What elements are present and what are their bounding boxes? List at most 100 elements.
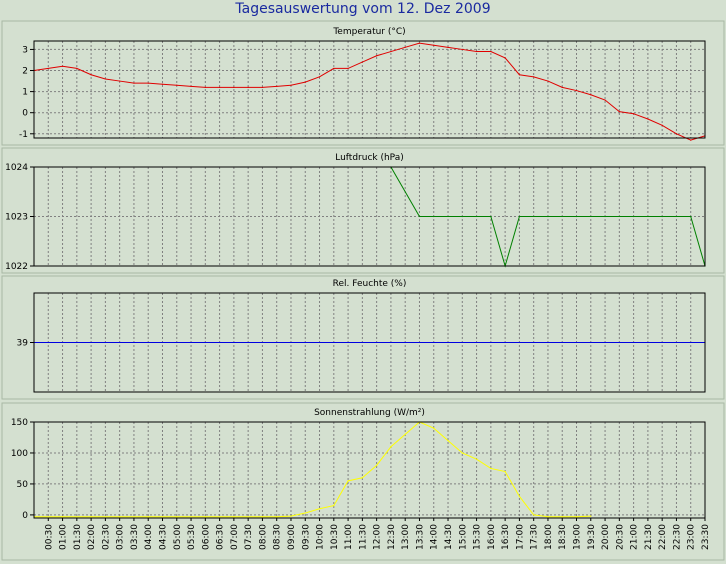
x-tick-label: 13:30 (415, 524, 425, 550)
data-point (133, 82, 135, 84)
data-point (661, 124, 663, 126)
data-point (318, 76, 321, 78)
data-point (347, 67, 349, 70)
x-tick-label: 15:30 (473, 524, 483, 550)
series-line (34, 421, 591, 518)
x-tick-label: 11:00 (344, 524, 354, 550)
data-point (290, 84, 292, 86)
x-tick-label: 01:30 (73, 524, 83, 550)
data-point (176, 84, 178, 86)
data-point (618, 111, 620, 113)
x-tick-label: 18:00 (544, 524, 554, 550)
x-tick-label: 15:00 (458, 524, 468, 550)
y-tick-label: 0 (22, 109, 28, 119)
data-point (47, 67, 49, 70)
x-tick-label: 19:30 (587, 524, 597, 550)
data-point (376, 55, 378, 57)
data-point (433, 215, 435, 218)
data-point (276, 516, 278, 518)
data-point (390, 446, 392, 448)
y-tick-label: 1 (22, 88, 28, 98)
data-point (604, 215, 606, 218)
data-point (490, 50, 492, 53)
data-point (504, 57, 506, 59)
data-point (690, 215, 692, 218)
y-tick-label: 1024 (5, 163, 28, 173)
data-point (433, 427, 435, 429)
data-point (376, 464, 378, 466)
data-point (304, 81, 306, 83)
data-point (147, 516, 149, 518)
x-tick-label: 08:30 (273, 524, 283, 550)
x-tick-label: 02:00 (87, 524, 97, 550)
data-point (518, 495, 521, 497)
data-point (261, 86, 264, 88)
x-tick-label: 16:30 (501, 524, 511, 550)
page-title: Tagesauswertung vom 12. Dez 2009 (235, 1, 491, 17)
x-tick-label: 07:00 (230, 524, 240, 550)
x-tick-label: 13:00 (401, 524, 411, 550)
x-tick-label: 23:00 (687, 524, 697, 550)
data-point (561, 516, 563, 518)
data-point (547, 215, 549, 218)
x-tick-label: 23:30 (701, 524, 711, 550)
plot-frame (33, 166, 706, 267)
x-tick-label: 14:00 (430, 524, 440, 550)
x-tick-label: 04:30 (158, 524, 168, 550)
data-point (204, 86, 206, 88)
data-point (90, 74, 92, 76)
plot-frame (33, 40, 706, 139)
panel-frame (1, 147, 725, 274)
data-point (490, 215, 492, 218)
data-point (76, 67, 78, 70)
data-point (518, 74, 521, 76)
x-tick-label: 08:00 (258, 524, 268, 550)
x-tick-label: 10:30 (330, 524, 340, 550)
x-tick-label: 19:00 (573, 524, 583, 550)
plot-frame (33, 421, 706, 519)
data-point (447, 439, 449, 442)
data-point (347, 480, 349, 482)
data-point (461, 48, 463, 51)
data-point (333, 67, 335, 70)
x-tick-label: 12:00 (373, 524, 383, 550)
y-tick-label: 100 (11, 449, 28, 459)
data-point (361, 61, 363, 63)
data-point (290, 515, 292, 517)
data-point (190, 85, 192, 87)
x-tick-label: 05:30 (187, 524, 197, 550)
y-tick-label: 150 (11, 418, 28, 428)
x-tick-label: 21:30 (644, 524, 654, 550)
y-tick-label: 50 (17, 480, 29, 490)
data-point (218, 86, 221, 88)
data-point (575, 215, 578, 218)
data-point (104, 78, 106, 80)
x-tick-label: 05:00 (173, 524, 183, 550)
data-point (147, 82, 149, 84)
data-point (533, 76, 535, 78)
data-point (176, 516, 178, 518)
data-point (518, 215, 521, 218)
x-tick-label: 02:30 (101, 524, 111, 550)
data-point (490, 467, 492, 470)
x-tick-label: 01:00 (59, 524, 69, 550)
data-point (561, 86, 563, 88)
y-tick-label: 0 (22, 511, 28, 521)
data-point (204, 516, 206, 518)
data-point (433, 44, 435, 46)
data-point (333, 505, 335, 507)
panel-frame (1, 275, 725, 400)
x-tick-label: 03:00 (116, 524, 126, 550)
x-tick-label: 16:00 (487, 524, 497, 550)
data-point (233, 86, 235, 88)
data-point (590, 94, 592, 96)
x-tick-label: 20:30 (615, 524, 625, 550)
data-point (161, 83, 164, 85)
data-point (461, 452, 463, 454)
panel-title: Luftdruck (hPa) (335, 153, 404, 163)
data-point (604, 99, 606, 101)
y-tick-label: 1022 (5, 262, 28, 272)
data-point (404, 46, 406, 48)
y-tick-label: 39 (17, 339, 29, 349)
